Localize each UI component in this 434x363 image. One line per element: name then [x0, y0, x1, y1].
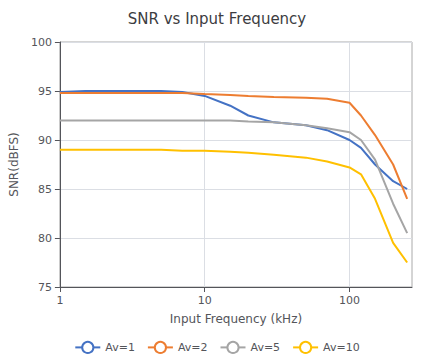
svg-text:Av=5: Av=5 — [251, 341, 281, 354]
svg-text:85: 85 — [38, 183, 52, 196]
svg-text:100: 100 — [339, 294, 360, 307]
svg-text:Av=1: Av=1 — [105, 341, 135, 354]
svg-text:90: 90 — [38, 134, 52, 147]
svg-text:Av=2: Av=2 — [178, 341, 208, 354]
svg-text:95: 95 — [38, 85, 52, 98]
svg-text:80: 80 — [38, 232, 52, 245]
svg-text:1: 1 — [56, 294, 63, 307]
svg-text:10: 10 — [198, 294, 212, 307]
svg-text:SNR vs Input Frequency: SNR vs Input Frequency — [128, 10, 307, 28]
svg-text:100: 100 — [31, 36, 52, 49]
svg-text:Av=10: Av=10 — [323, 341, 360, 354]
svg-text:75: 75 — [38, 281, 52, 294]
svg-text:SNR(dBFS): SNR(dBFS) — [7, 132, 21, 196]
svg-text:Input Frequency (kHz): Input Frequency (kHz) — [170, 312, 302, 326]
